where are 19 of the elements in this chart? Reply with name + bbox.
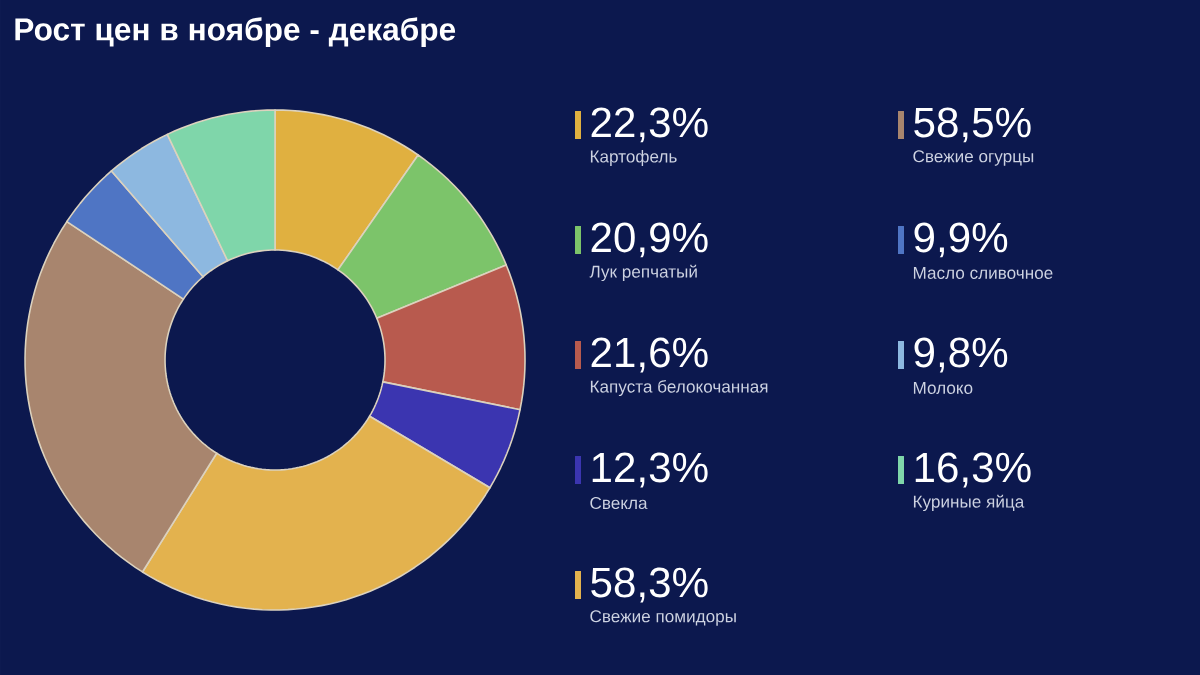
legend-label: Картофель	[590, 150, 677, 166]
data-label: 16,3%	[915, 452, 1031, 488]
legend-label: Масло сливочное	[913, 267, 1053, 279]
data-label: 9,9%	[914, 222, 1008, 258]
legend-label: Свежие помидоры	[590, 610, 736, 626]
legend-label: Лук репчатый	[589, 264, 697, 282]
data-label: 22,3%	[591, 107, 708, 143]
legend-label: Свежие огурцы	[913, 150, 1034, 166]
legend-label: Капуста белокочанная	[590, 379, 768, 397]
data-label: 12,3%	[592, 452, 708, 488]
data-label: 20,9%	[591, 222, 708, 258]
data-label: 58,3%	[591, 567, 708, 603]
legend-label: Свекла	[590, 496, 648, 510]
data-label: 9,8%	[914, 337, 1008, 373]
data-label: 21,6%	[591, 337, 708, 373]
legend-label: Куриные яйца	[913, 494, 1025, 512]
legend-label: Молоко	[913, 382, 973, 394]
chart-title: Рост цен в ноябре - декабре	[15, 17, 456, 47]
data-label: 58,5%	[914, 107, 1031, 143]
